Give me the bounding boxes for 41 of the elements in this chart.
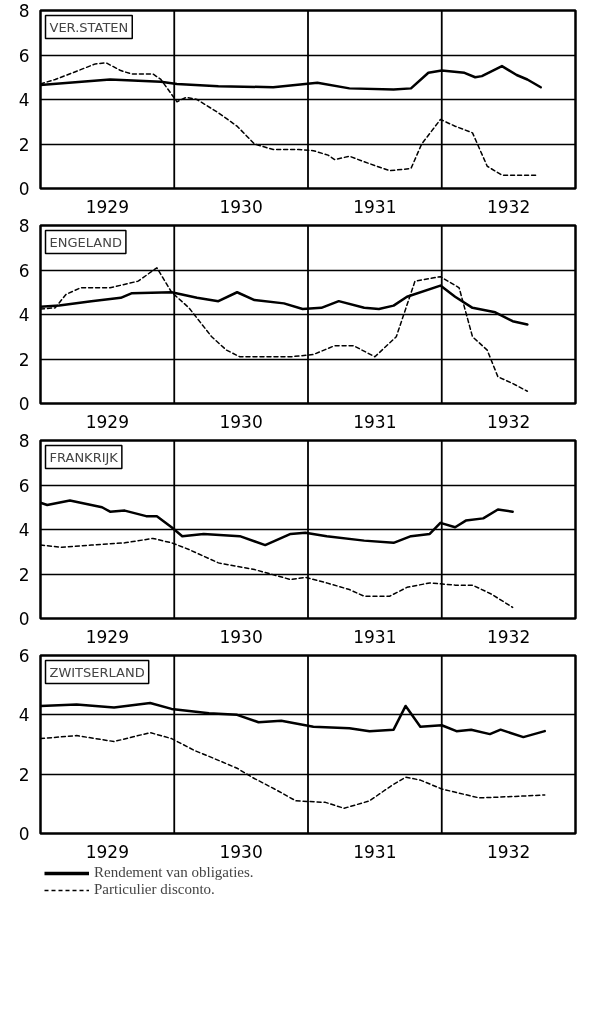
y-tick-label: 0 <box>18 609 30 629</box>
x-tick-label: 1930 <box>219 196 263 217</box>
y-tick-label: 6 <box>18 260 30 281</box>
y-tick-label: 6 <box>18 646 30 666</box>
y-tick-label: 2 <box>18 564 30 585</box>
x-tick-label: 1931 <box>353 626 397 647</box>
x-tick-label: 1929 <box>85 841 130 862</box>
y-tick-label: 4 <box>18 520 30 540</box>
legend-label: Rendement van obligaties. <box>94 864 254 881</box>
x-tick-label: 1932 <box>486 411 531 432</box>
y-tick-label: 6 <box>18 475 30 496</box>
x-tick-label: 1930 <box>219 411 263 432</box>
text: FRANKRIJK <box>49 449 119 465</box>
text: ENGELAND <box>49 234 122 250</box>
y-tick-label: 8 <box>18 1 30 21</box>
y-tick-label: 6 <box>18 45 30 66</box>
x-tick-label: 1932 <box>486 626 531 647</box>
y-tick-label: 0 <box>18 394 30 414</box>
y-tick-label: 0 <box>18 824 30 844</box>
x-tick-label: 1929 <box>85 626 130 647</box>
y-tick-label: 2 <box>18 349 30 370</box>
x-tick-label: 1929 <box>85 196 130 217</box>
y-tick-label: 8 <box>18 431 30 451</box>
y-tick-label: 2 <box>18 134 30 155</box>
y-tick-label: 4 <box>18 305 30 325</box>
x-tick-label: 1931 <box>353 841 397 862</box>
x-tick-label: 1931 <box>353 196 397 217</box>
legend-label: Particulier disconto. <box>94 881 215 898</box>
y-tick-label: 2 <box>18 764 30 785</box>
x-tick-label: 1930 <box>219 626 263 647</box>
y-tick-label: 4 <box>18 90 30 110</box>
y-tick-label: 4 <box>18 705 30 726</box>
x-tick-label: 1929 <box>85 411 130 432</box>
x-tick-label: 1930 <box>219 841 263 862</box>
x-tick-label: 1932 <box>486 196 531 217</box>
x-tick-label: 1932 <box>486 841 531 862</box>
y-tick-label: 8 <box>18 216 30 236</box>
y-tick-label: 0 <box>18 179 30 199</box>
text: VER.STATEN <box>49 19 129 35</box>
text: ZWITSERLAND <box>49 664 145 680</box>
x-tick-label: 1931 <box>353 411 397 432</box>
